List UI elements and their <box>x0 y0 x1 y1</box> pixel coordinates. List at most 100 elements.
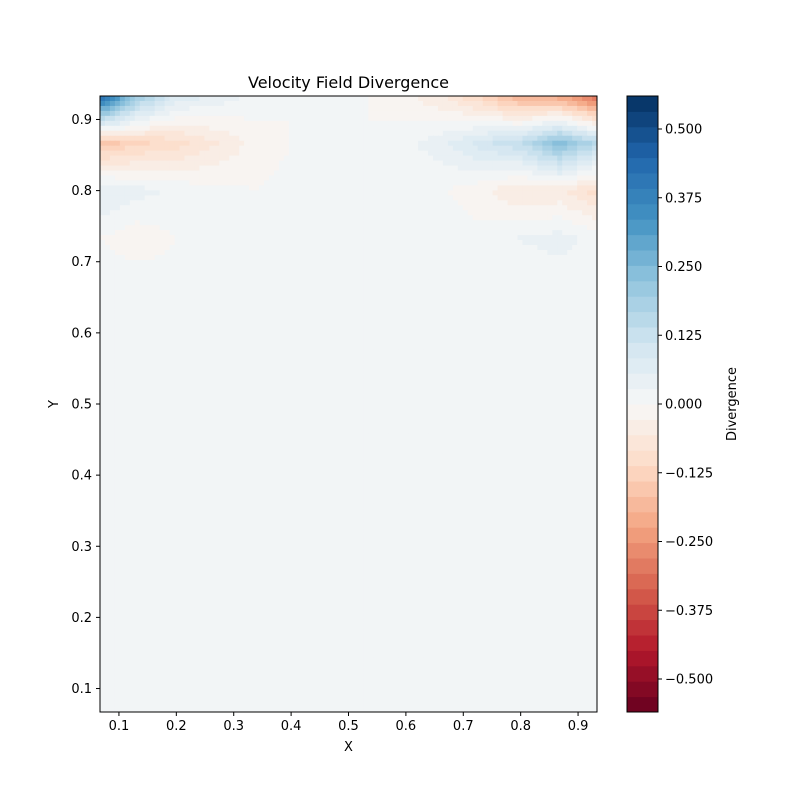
heatmap-cell <box>179 225 186 231</box>
heatmap-cell <box>338 250 345 256</box>
heatmap-cell <box>472 100 479 107</box>
heatmap-cell <box>562 130 568 137</box>
heatmap-cell <box>587 220 593 226</box>
heatmap-cell <box>129 220 136 226</box>
heatmap-cell <box>214 190 220 196</box>
heatmap-cell <box>452 195 459 201</box>
heatmap-cell <box>313 284 320 291</box>
heatmap-cell <box>418 314 424 321</box>
heatmap-cell <box>100 245 106 251</box>
heatmap-cell <box>129 135 136 142</box>
heatmap-cell <box>109 145 116 152</box>
heatmap-cell <box>502 125 509 132</box>
heatmap-cell <box>462 195 469 201</box>
heatmap-cell <box>418 294 424 301</box>
heatmap-cell <box>368 185 374 191</box>
heatmap-cell <box>572 190 578 196</box>
heatmap-cell <box>462 185 469 191</box>
heatmap-cell <box>283 140 290 147</box>
heatmap-cell <box>134 274 141 281</box>
heatmap-cell <box>139 220 146 226</box>
heatmap-cell <box>239 105 245 112</box>
heatmap-cell <box>134 289 141 296</box>
heatmap-cell <box>318 274 325 281</box>
heatmap-cell <box>413 145 419 152</box>
heatmap-cell <box>119 165 126 172</box>
heatmap-cell <box>522 105 529 112</box>
heatmap-cell <box>298 299 305 306</box>
heatmap-cell <box>452 250 459 256</box>
heatmap-cell <box>423 299 429 306</box>
heatmap-cell <box>169 235 176 241</box>
heatmap-cell <box>278 254 285 261</box>
heatmap-cell <box>313 140 320 147</box>
heatmap-cell <box>353 190 360 196</box>
heatmap-cell <box>592 150 597 157</box>
heatmap-cell <box>403 180 409 187</box>
heatmap-cell <box>348 135 355 142</box>
heatmap-cell <box>259 250 265 256</box>
heatmap-cell <box>343 155 350 162</box>
heatmap-cell <box>189 284 196 291</box>
heatmap-cell <box>239 210 245 216</box>
heatmap-cell <box>437 235 444 241</box>
heatmap-cell <box>333 200 340 206</box>
heatmap-cell <box>209 269 215 276</box>
heatmap-cell <box>547 135 553 142</box>
heatmap-cell <box>264 215 270 221</box>
heatmap-cell <box>398 334 404 341</box>
heatmap-cell <box>199 329 205 336</box>
heatmap-cell <box>174 314 181 321</box>
heatmap-cell <box>447 115 454 122</box>
heatmap-cell <box>164 195 171 201</box>
heatmap-cell <box>482 334 489 341</box>
heatmap-cell <box>542 240 548 246</box>
heatmap-cell <box>249 180 255 187</box>
heatmap-cell <box>472 135 479 142</box>
heatmap-cell <box>383 175 389 182</box>
heatmap-cell <box>413 175 419 182</box>
heatmap-cell <box>418 220 424 226</box>
heatmap-cell <box>273 264 280 271</box>
heatmap-cell <box>264 220 270 226</box>
heatmap-cell <box>437 165 444 172</box>
heatmap-cell <box>254 125 260 132</box>
heatmap-cell <box>204 230 210 236</box>
heatmap-cell <box>363 254 369 261</box>
heatmap-cell <box>303 250 310 256</box>
heatmap-cell <box>239 339 245 345</box>
heatmap-cell <box>333 175 340 182</box>
heatmap-cell <box>318 289 325 296</box>
heatmap-cell <box>373 299 379 306</box>
heatmap-cell <box>209 245 215 251</box>
heatmap-cell <box>293 180 300 187</box>
heatmap-cell <box>447 175 454 182</box>
heatmap-cell <box>383 284 389 291</box>
heatmap-cell <box>492 195 499 201</box>
heatmap-cell <box>204 215 210 221</box>
heatmap-cell <box>214 105 220 112</box>
heatmap-cell <box>477 279 484 286</box>
heatmap-cell <box>119 160 126 167</box>
heatmap-cell <box>313 105 320 112</box>
heatmap-cell <box>408 100 414 107</box>
heatmap-cell <box>179 230 186 236</box>
heatmap-cell <box>214 180 220 187</box>
heatmap-cell <box>532 225 538 231</box>
heatmap-cell <box>522 190 529 196</box>
heatmap-cell <box>423 220 429 226</box>
heatmap-cell <box>268 215 275 221</box>
heatmap-cell <box>219 130 225 137</box>
heatmap-cell <box>154 195 161 201</box>
heatmap-cell <box>303 125 310 132</box>
heatmap-cell <box>388 289 394 296</box>
heatmap-cell <box>383 165 389 172</box>
heatmap-cell <box>234 150 240 157</box>
heatmap-cell <box>482 205 489 211</box>
heatmap-cell <box>577 245 583 251</box>
heatmap-cell <box>114 160 121 167</box>
heatmap-cell <box>119 140 126 147</box>
heatmap-cell <box>358 200 365 206</box>
heatmap-cell <box>139 264 146 271</box>
heatmap-cell <box>373 165 379 172</box>
